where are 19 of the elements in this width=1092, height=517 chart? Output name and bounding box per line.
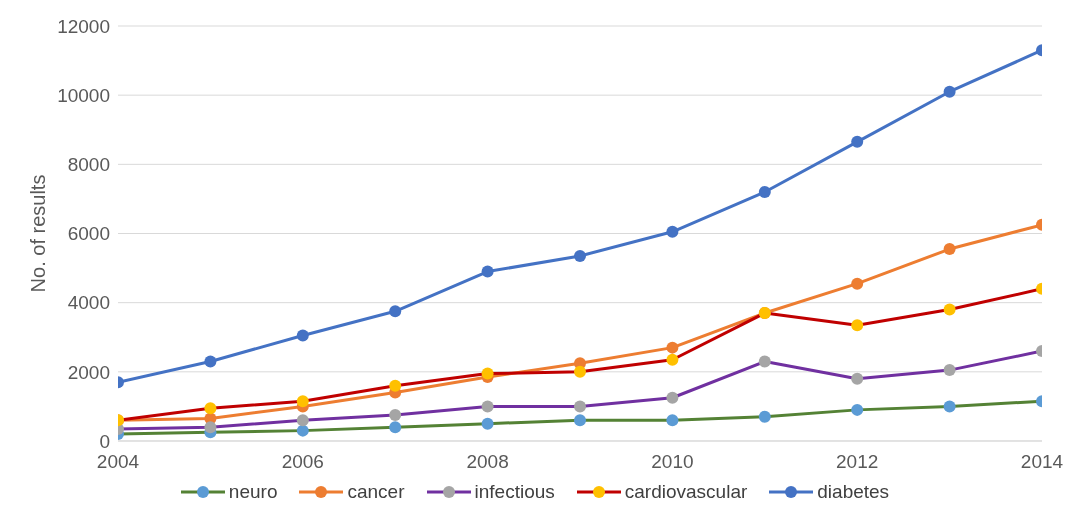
x-tick-label: 2012 bbox=[836, 451, 879, 473]
y-axis-title: No. of results bbox=[27, 174, 50, 293]
legend-label: infectious bbox=[474, 481, 555, 503]
legend-label: neuro bbox=[228, 481, 278, 503]
x-tick-label: 2006 bbox=[281, 451, 324, 473]
legend-label: diabetes bbox=[817, 481, 890, 503]
legend-label: cancer bbox=[347, 481, 405, 503]
x-tick-label: 2008 bbox=[466, 451, 509, 473]
y-tick-label: 4000 bbox=[67, 292, 110, 314]
y-tick-label: 2000 bbox=[67, 361, 110, 383]
x-tick-label: 2004 bbox=[96, 451, 140, 473]
x-tick-label: 2010 bbox=[651, 451, 694, 473]
x-tick-label: 2014 bbox=[1020, 451, 1064, 473]
y-tick-label: 12000 bbox=[57, 15, 110, 37]
y-tick-label: 10000 bbox=[57, 84, 110, 106]
y-tick-label: 0 bbox=[99, 430, 110, 452]
y-tick-label: 6000 bbox=[67, 223, 110, 245]
legend-label: cardiovascular bbox=[624, 481, 748, 503]
y-tick-label: 8000 bbox=[67, 154, 110, 176]
